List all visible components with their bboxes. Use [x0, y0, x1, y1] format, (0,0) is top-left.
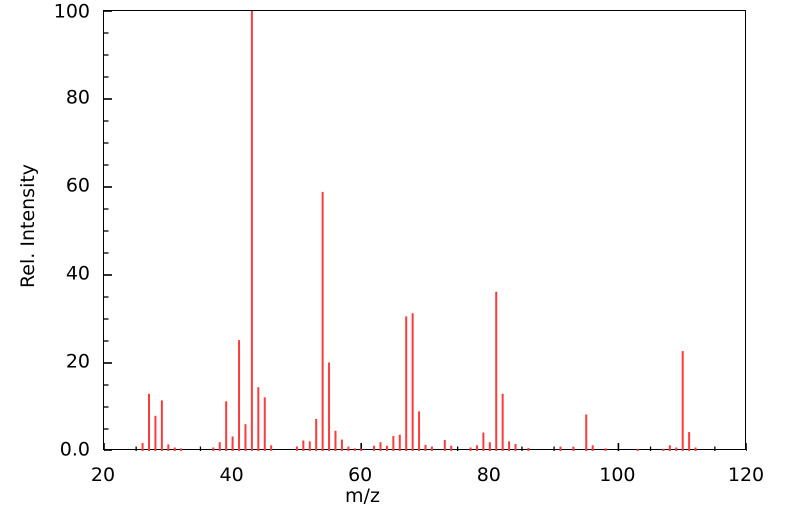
xtick-label-80: 80	[476, 464, 501, 486]
xtick-label-20: 20	[90, 464, 116, 486]
x-axis-title: m/z	[345, 485, 380, 507]
xtick-label-60: 60	[348, 464, 373, 486]
xtick-label-120: 120	[727, 464, 765, 486]
xtick-label-100: 100	[599, 464, 636, 486]
xtick-label-40: 40	[219, 464, 244, 486]
plot-area	[103, 10, 747, 451]
ytick-label-80: 80	[65, 86, 90, 109]
ytick-label-60: 60	[65, 174, 90, 197]
y-axis-ticks	[104, 11, 112, 451]
ytick-label-20: 20	[65, 350, 90, 373]
ytick-label-40: 40	[65, 262, 90, 285]
y-axis-title: Rel. Intensity	[17, 163, 39, 289]
peak-series	[141, 11, 697, 451]
ytick-label-100: 100	[53, 0, 90, 23]
ytick-label-0: 0.0	[59, 438, 90, 461]
spectrum-plot	[104, 11, 747, 451]
